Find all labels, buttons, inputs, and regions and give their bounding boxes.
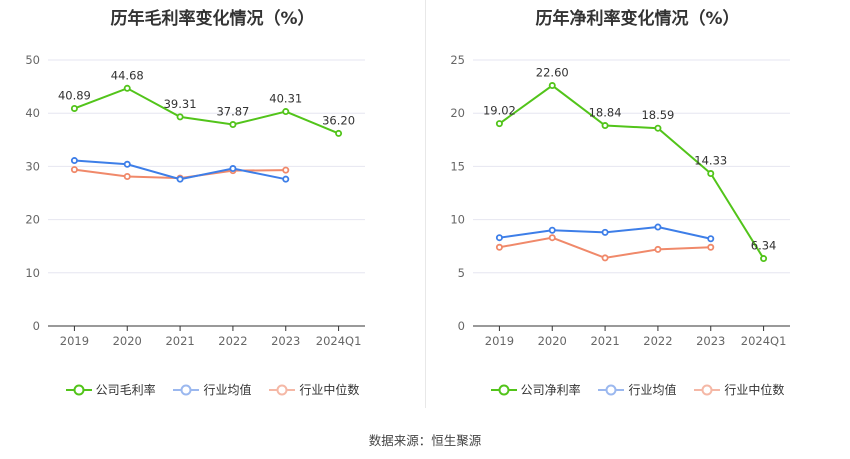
legend-line-icon <box>490 384 517 395</box>
data-point-median <box>654 245 662 253</box>
y-tick-label: 0 <box>33 319 40 333</box>
x-tick-label: 2022 <box>218 334 247 348</box>
x-tick-label: 2021 <box>590 334 619 348</box>
x-tick-label: 2024Q1 <box>741 334 787 348</box>
data-label: 6.34 <box>751 239 777 253</box>
y-tick-label: 0 <box>458 319 465 333</box>
legend-item-median[interactable]: 行业中位数 <box>269 381 359 398</box>
data-source-note: 数据来源：恒生聚源 <box>368 433 482 448</box>
x-tick-label: 2021 <box>165 334 194 348</box>
data-label: 44.68 <box>111 68 144 82</box>
data-point-company <box>229 121 237 129</box>
panel-divider <box>425 0 426 408</box>
x-tick-label: 2019 <box>60 334 89 348</box>
legend-label: 行业均值 <box>628 383 677 397</box>
data-point-company <box>760 255 768 263</box>
y-tick-label: 20 <box>450 106 465 120</box>
legend-label: 行业中位数 <box>299 383 360 397</box>
data-point-median <box>70 166 78 174</box>
legend-item-company[interactable]: 公司毛利率 <box>65 381 156 398</box>
data-point-avg <box>70 157 78 165</box>
data-point-company <box>548 82 556 90</box>
data-point-avg <box>229 165 237 173</box>
data-point-avg <box>176 175 184 183</box>
data-label: 36.20 <box>322 113 355 127</box>
x-tick-label: 2023 <box>271 334 300 348</box>
data-point-company <box>335 129 343 137</box>
data-point-avg <box>282 175 290 183</box>
y-tick-label: 25 <box>450 53 465 67</box>
x-tick-label: 2022 <box>643 334 672 348</box>
data-label: 39.31 <box>164 97 197 111</box>
data-label: 40.89 <box>58 88 91 102</box>
x-tick-label: 2019 <box>485 334 514 348</box>
data-point-company <box>601 122 609 130</box>
data-label: 22.60 <box>536 66 569 80</box>
data-point-company <box>176 113 184 121</box>
data-point-company <box>707 170 715 178</box>
data-label: 19.02 <box>483 104 516 118</box>
legend-line-icon <box>269 384 296 395</box>
y-tick-label: 20 <box>25 213 40 227</box>
data-label: 40.31 <box>269 92 302 106</box>
data-point-median <box>548 234 556 242</box>
data-point-avg <box>654 223 662 231</box>
data-point-avg <box>123 160 131 168</box>
y-tick-label: 40 <box>25 106 40 120</box>
data-point-median <box>707 243 715 251</box>
legend-item-avg[interactable]: 行业均值 <box>173 381 252 398</box>
net-margin-plot: 0 5 10 15 20 25 2019 2020 2021 2022 2023 2024Q1 19.0… <box>450 53 790 348</box>
data-point-company <box>495 120 503 128</box>
chart-legend: 公司毛利率 行业均值 行业中位数 <box>0 381 425 399</box>
data-point-avg <box>707 235 715 243</box>
chart-legend: 公司净利率 行业均值 行业中位数 <box>425 381 850 399</box>
chart-title: 历年毛利率变化情况（%） <box>110 9 315 29</box>
legend-label: 公司净利率 <box>520 383 581 397</box>
legend-line-icon <box>598 384 625 395</box>
x-tick-label: 2024Q1 <box>316 334 362 348</box>
legend-label: 行业均值 <box>203 383 252 397</box>
y-tick-label: 10 <box>450 213 465 227</box>
legend-line-icon <box>65 384 92 395</box>
data-point-avg <box>548 226 556 234</box>
series-line-company <box>74 87 339 135</box>
gross-margin-plot: 0 10 20 30 40 50 2019 2020 2021 2022 2023 2024Q1 40.… <box>25 53 365 348</box>
chart-title: 历年净利率变化情况（%） <box>535 9 740 29</box>
data-label: 18.59 <box>641 108 674 122</box>
x-tick-label: 2023 <box>696 334 725 348</box>
data-point-avg <box>495 234 503 242</box>
y-tick-label: 30 <box>25 159 40 173</box>
data-label: 14.33 <box>694 154 727 168</box>
legend-item-avg[interactable]: 行业均值 <box>598 381 677 398</box>
x-tick-label: 2020 <box>113 334 142 348</box>
data-point-company <box>282 108 290 116</box>
series-line-company <box>498 84 765 260</box>
data-point-company <box>70 104 78 112</box>
legend-line-icon <box>173 384 200 395</box>
y-tick-label: 50 <box>25 53 40 67</box>
data-point-company <box>123 84 131 92</box>
data-point-median <box>282 166 290 174</box>
data-point-median <box>495 243 503 251</box>
x-tick-label: 2020 <box>538 334 567 348</box>
data-point-avg <box>601 228 609 236</box>
legend-label: 行业中位数 <box>724 383 785 397</box>
data-point-company <box>654 124 662 132</box>
data-label: 37.87 <box>216 105 249 119</box>
legend-line-icon <box>694 384 721 395</box>
net-margin-chart-panel: 历年净利率变化情况（%） 0 5 10 15 20 25 2019 2020 2021 2022 2… <box>425 0 850 410</box>
data-point-median <box>601 254 609 262</box>
y-tick-label: 10 <box>25 266 40 280</box>
legend-item-median[interactable]: 行业中位数 <box>694 381 784 398</box>
y-tick-label: 5 <box>458 266 465 280</box>
data-point-median <box>123 173 131 181</box>
legend-item-company[interactable]: 公司净利率 <box>490 381 581 398</box>
gross-margin-chart-panel: 历年毛利率变化情况（%） 0 10 20 30 40 50 2019 2020 2021 2022… <box>0 0 425 410</box>
y-tick-label: 15 <box>450 159 465 173</box>
legend-label: 公司毛利率 <box>95 383 156 397</box>
data-label: 18.84 <box>589 106 622 120</box>
